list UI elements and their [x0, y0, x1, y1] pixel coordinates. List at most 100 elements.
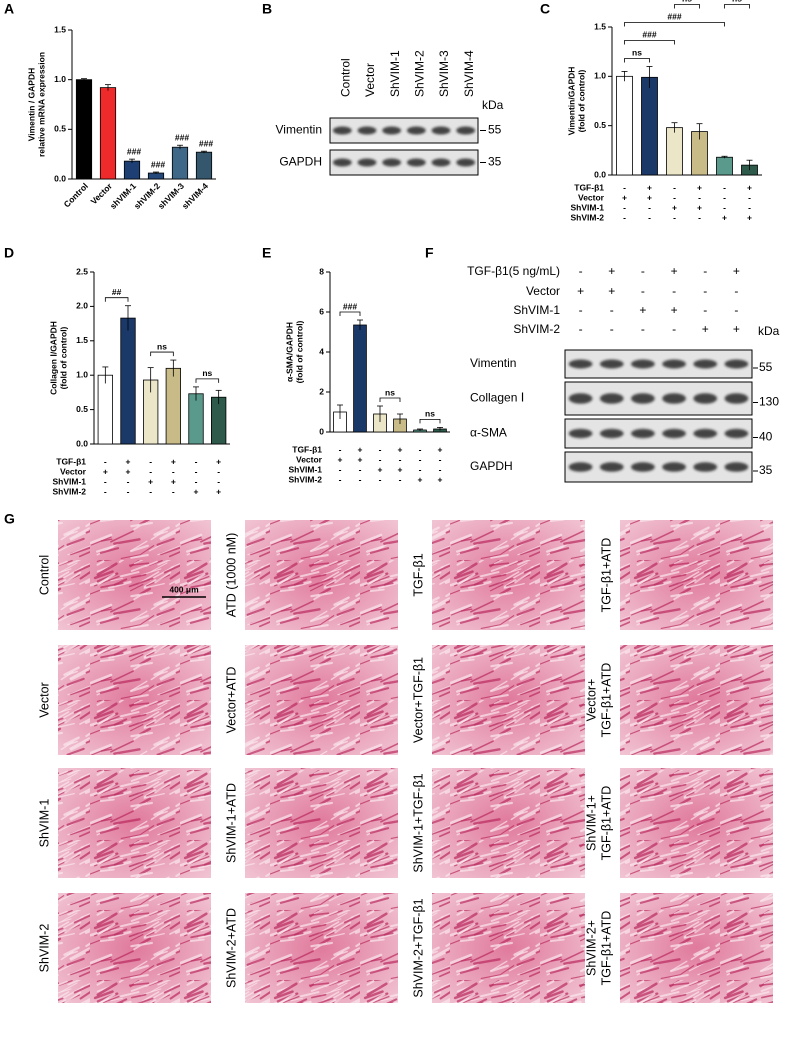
bracket — [419, 419, 441, 424]
condition-sign: + — [103, 466, 108, 476]
kda-label: 55 — [759, 360, 773, 374]
lane-label: Control — [339, 58, 353, 97]
bracket — [195, 378, 220, 383]
panel-letter: E — [262, 245, 271, 261]
bar — [211, 396, 227, 445]
condition-sign: - — [698, 192, 701, 202]
micrograph-texture — [58, 520, 211, 630]
condition-sign: + — [671, 303, 678, 317]
blot-band — [332, 158, 352, 167]
y-tick-label: 1.0 — [54, 74, 66, 84]
condition-sign: - — [748, 192, 751, 202]
condition-sign: - — [379, 454, 382, 464]
condition-sign: + — [358, 454, 363, 464]
bracket-label: ns — [157, 341, 167, 351]
condition-sign: - — [698, 212, 701, 222]
condition-sign: - — [723, 182, 726, 192]
condition-sign: - — [217, 466, 220, 476]
condition-label: ShVIM-1 — [52, 476, 86, 486]
kda-label: 40 — [759, 430, 773, 444]
bracket-label: ns — [202, 368, 212, 378]
bracket-label: ns — [682, 0, 692, 4]
condition-sign: - — [399, 474, 402, 484]
blot-band — [382, 158, 402, 167]
condition-sign: + — [338, 454, 343, 464]
blot-band — [693, 393, 718, 404]
condition-sign: - — [195, 456, 198, 466]
bar — [97, 374, 113, 445]
condition-label: ShVIM-2+ATD — [224, 908, 238, 988]
blot-band — [599, 428, 624, 439]
condition-sign: + — [171, 476, 176, 486]
bracket-label: ns — [732, 0, 742, 4]
condition-sign: - — [195, 476, 198, 486]
blot-band — [568, 428, 593, 439]
y-axis-label: Vimentin / GAPDH — [26, 68, 36, 142]
condition-label: ShVIM-2 — [570, 212, 604, 222]
blot-label: GAPDH — [470, 459, 513, 473]
bar — [195, 151, 213, 180]
blot-band — [662, 428, 686, 439]
y-axis-label: α-SMA/GAPDH — [284, 322, 294, 382]
micrograph-texture — [620, 645, 773, 755]
micrograph-texture — [245, 768, 398, 878]
condition-sign: - — [723, 192, 726, 202]
bar — [75, 79, 93, 180]
bar — [123, 160, 141, 180]
lane-label: Vector — [363, 63, 377, 97]
condition-sign: + — [671, 264, 678, 278]
y-tick-label: 4 — [319, 346, 324, 356]
bracket-label: ns — [632, 48, 642, 58]
blot-frame — [564, 349, 753, 379]
panel-letter: F — [425, 245, 434, 261]
y-tick-label: 1.5 — [594, 21, 606, 31]
condition-sign: + — [148, 476, 153, 486]
blot-band — [724, 393, 749, 404]
micrograph-texture — [245, 645, 398, 755]
condition-label: ShVIM-2 — [513, 322, 560, 336]
kda-label: 35 — [759, 463, 773, 477]
blot-band — [631, 393, 655, 404]
y-axis-label: Vimentin/GAPDH — [566, 67, 576, 136]
bracket — [379, 397, 401, 402]
condition-sign: - — [641, 322, 645, 336]
y-tick-label: 0.0 — [76, 438, 88, 448]
bar — [666, 127, 683, 176]
blot-band — [431, 126, 451, 135]
blot-band — [382, 126, 402, 135]
condition-sign: - — [648, 202, 651, 212]
blot-band — [406, 126, 426, 135]
condition-sign: - — [419, 444, 422, 454]
y-tick-label: 1.0 — [76, 369, 88, 379]
blot-band — [693, 462, 718, 472]
micrograph-texture — [620, 893, 773, 1003]
kda-unit: kDa — [758, 324, 780, 338]
panel-letter: G — [4, 511, 15, 527]
condition-sign: - — [672, 322, 676, 336]
condition-sign: + — [697, 182, 702, 192]
bracket — [624, 40, 675, 45]
condition-sign: - — [149, 456, 152, 466]
kda-label: 55 — [488, 123, 502, 137]
condition-sign: - — [734, 303, 738, 317]
condition-sign: - — [734, 284, 738, 298]
bracket — [150, 351, 174, 357]
condition-sign: - — [610, 303, 614, 317]
blot-band — [599, 393, 624, 404]
condition-label: ShVIM-1+TGF-β1 — [411, 773, 425, 872]
micrograph-texture — [245, 520, 398, 630]
condition-sign: + — [398, 464, 403, 474]
condition-sign: - — [672, 284, 676, 298]
condition-label: Vector+ATD — [224, 667, 238, 734]
condition-sign: + — [126, 466, 131, 476]
bar — [353, 324, 367, 433]
lane-label: ShVIM-3 — [437, 50, 451, 97]
micrograph-texture — [58, 768, 211, 878]
condition-sign: - — [172, 466, 175, 476]
condition-sign: + — [216, 486, 221, 496]
bar — [171, 146, 189, 180]
condition-sign: + — [216, 456, 221, 466]
condition-sign: - — [703, 284, 707, 298]
blot-band — [332, 126, 352, 135]
